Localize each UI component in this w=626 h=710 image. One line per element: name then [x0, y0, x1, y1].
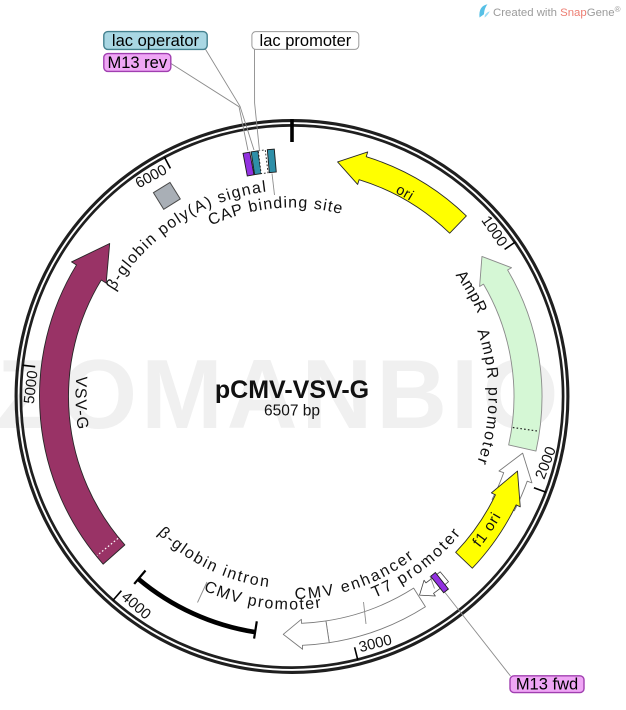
svg-text:lac promoter: lac promoter: [260, 32, 352, 50]
svg-text:ZOMANBIO: ZOMANBIO: [0, 339, 563, 449]
svg-text:ori: ori: [393, 182, 416, 205]
svg-text:lac operator: lac operator: [112, 32, 200, 50]
svg-text:VSV-G: VSV-G: [71, 376, 91, 431]
svg-text:M13 rev: M13 rev: [107, 54, 167, 72]
svg-text:5000: 5000: [21, 370, 42, 405]
svg-text:pCMV-VSV-G: pCMV-VSV-G: [215, 376, 369, 404]
svg-text:Created with SnapGene®: Created with SnapGene®: [493, 5, 621, 19]
svg-text:6507 bp: 6507 bp: [264, 403, 320, 420]
svg-text:M13 fwd: M13 fwd: [516, 676, 578, 694]
